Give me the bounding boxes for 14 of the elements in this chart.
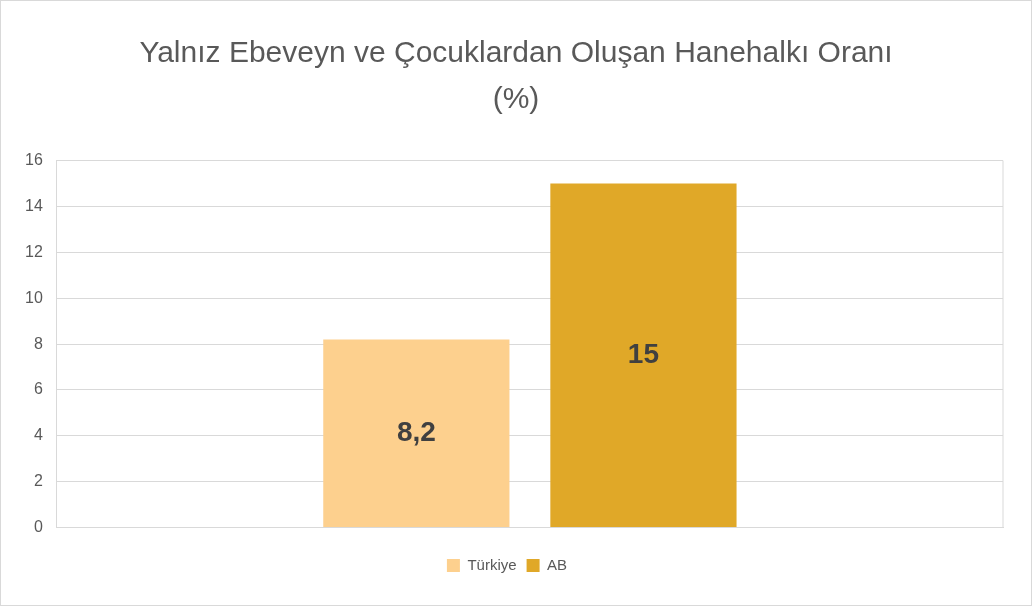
y-tick-label: 16 bbox=[25, 151, 43, 169]
y-tick-label: 4 bbox=[33, 426, 43, 444]
y-tick-label: 10 bbox=[25, 288, 43, 306]
legend-label: Türkiye bbox=[467, 555, 517, 573]
y-tick-label: 12 bbox=[25, 242, 43, 260]
y-tick-label: 14 bbox=[25, 196, 43, 214]
chart-title: Yalnız Ebeveyn ve Çocuklardan Oluşan Hanehalkı Oranı (%) bbox=[138, 34, 894, 116]
data-label: 8,2 bbox=[396, 416, 436, 448]
data-label: 15 bbox=[627, 338, 660, 370]
y-tick-label: 2 bbox=[33, 472, 43, 490]
y-tick-label: 0 bbox=[33, 518, 43, 536]
y-tick-label: 6 bbox=[33, 380, 43, 398]
legend-label: AB bbox=[547, 555, 568, 573]
y-tick-label: 8 bbox=[33, 334, 43, 352]
